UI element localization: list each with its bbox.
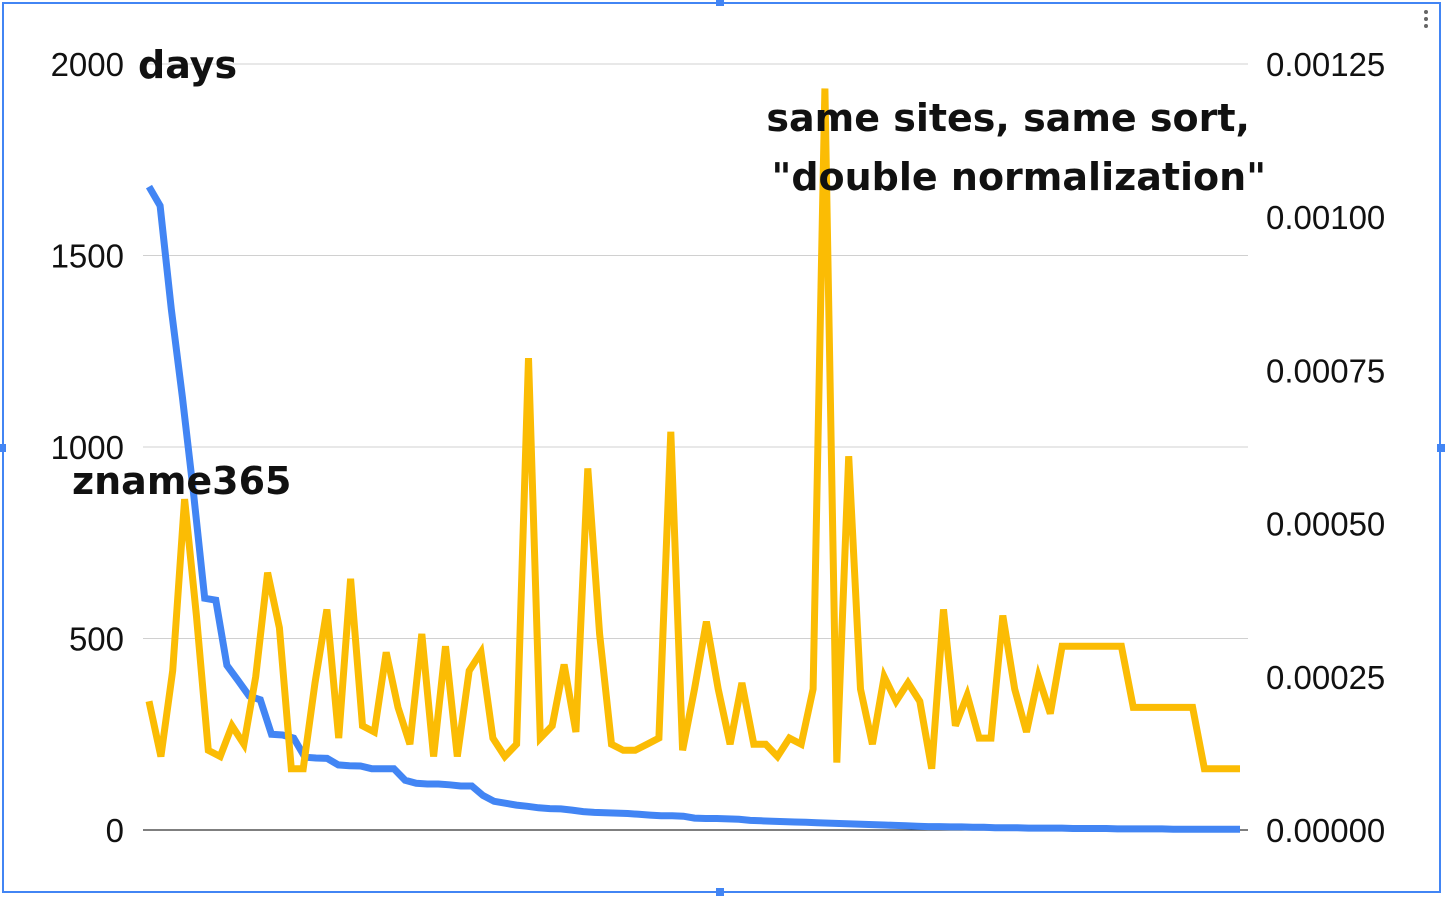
left-tick-label: 500 — [69, 621, 124, 658]
left-axis-label: days — [138, 43, 237, 87]
chart-title-line-1: same sites, same sort, — [766, 96, 1250, 140]
chart-title-line-2: "double normalization" — [772, 155, 1266, 199]
left-tick-label: 2000 — [51, 46, 124, 83]
right-tick-label: 0.00100 — [1266, 199, 1385, 236]
resize-handle-top[interactable] — [716, 0, 724, 6]
right-tick-label: 0.00000 — [1266, 812, 1385, 849]
series-line-days — [145, 184, 1240, 833]
left-tick-label: 1000 — [51, 429, 124, 466]
series-line-normalized — [145, 88, 1240, 773]
chart-menu-icon[interactable] — [1424, 10, 1428, 28]
right-tick-label: 0.00125 — [1266, 46, 1385, 83]
resize-handle-left[interactable] — [0, 444, 6, 452]
left-tick-label: 0 — [106, 812, 124, 849]
left-tick-label: 1500 — [51, 238, 124, 275]
right-tick-label: 0.00050 — [1266, 506, 1385, 543]
left-axis-ticks: 0 500 1000 1500 2000 — [51, 46, 124, 849]
series-annotation: zname365 — [72, 459, 292, 503]
series-layer — [145, 88, 1240, 833]
resize-handle-right[interactable] — [1437, 444, 1445, 452]
resize-handle-bottom[interactable] — [716, 888, 724, 896]
right-tick-label: 0.00025 — [1266, 659, 1385, 696]
right-tick-label: 0.00075 — [1266, 352, 1385, 389]
right-axis-ticks: 0.00000 0.00025 0.00050 0.00075 0.00100 0.001… — [1266, 46, 1385, 849]
